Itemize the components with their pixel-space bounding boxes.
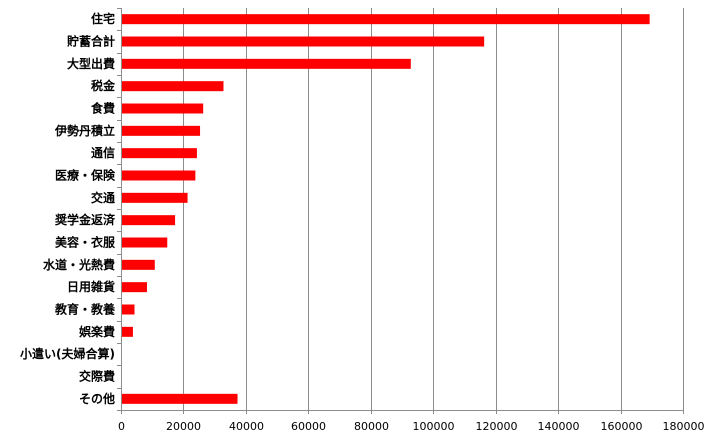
category-label: 日用雑貨 [67, 279, 115, 294]
bar [122, 14, 650, 25]
x-tick-label: 40000 [229, 420, 264, 433]
category-label: 医療・保険 [55, 168, 116, 183]
bar [122, 125, 201, 136]
bar [122, 393, 238, 404]
x-tick-labels: 0 20000 40000 60000 80000 100000 120000 140000 1… [118, 420, 705, 433]
category-label: 交通 [91, 190, 115, 205]
x-tick-label: 0 [118, 420, 125, 433]
category-label: 伊勢丹積立 [54, 123, 115, 138]
bar [122, 192, 188, 203]
x-tick-label: 180000 [663, 420, 705, 433]
category-label: 住宅 [91, 11, 115, 26]
category-label: 小遣い(夫婦合算) [20, 346, 115, 361]
bar [122, 326, 133, 337]
x-tick-label: 60000 [291, 420, 326, 433]
x-tick-label: 140000 [538, 420, 580, 433]
category-label: 通信 [91, 145, 115, 160]
bar [122, 36, 485, 47]
bar [122, 304, 135, 315]
gridlines [183, 8, 684, 410]
category-label: 大型出費 [67, 56, 115, 71]
x-tick-label: 100000 [413, 420, 455, 433]
bar [122, 215, 176, 226]
bar [122, 170, 196, 181]
category-label: 食費 [90, 101, 115, 116]
category-label: 娯楽費 [79, 324, 115, 339]
category-label: 美容・衣服 [55, 235, 116, 250]
bar [122, 103, 204, 114]
x-tick-label: 120000 [476, 420, 518, 433]
bar [122, 282, 147, 293]
category-label: 税金 [91, 78, 116, 93]
bar [122, 237, 168, 248]
category-label: 水道・光熱費 [43, 257, 115, 272]
axes [117, 8, 684, 414]
category-labels: 住宅貯蓄合計大型出費税金食費伊勢丹積立通信医療・保険交通奨学金返済美容・衣服水道… [20, 11, 116, 406]
bars [122, 14, 650, 404]
x-tick-label: 20000 [166, 420, 201, 433]
x-tick-label: 80000 [354, 420, 389, 433]
category-label: 奨学金返済 [54, 212, 116, 227]
x-tick-label: 160000 [601, 420, 643, 433]
category-label: 交際費 [79, 369, 115, 384]
category-label: 教育・教養 [54, 302, 115, 317]
category-label: その他 [79, 391, 115, 406]
category-label: 貯蓄合計 [67, 34, 115, 49]
bar [122, 148, 197, 159]
bar [122, 259, 155, 270]
bar [122, 58, 411, 69]
bar [122, 81, 224, 92]
